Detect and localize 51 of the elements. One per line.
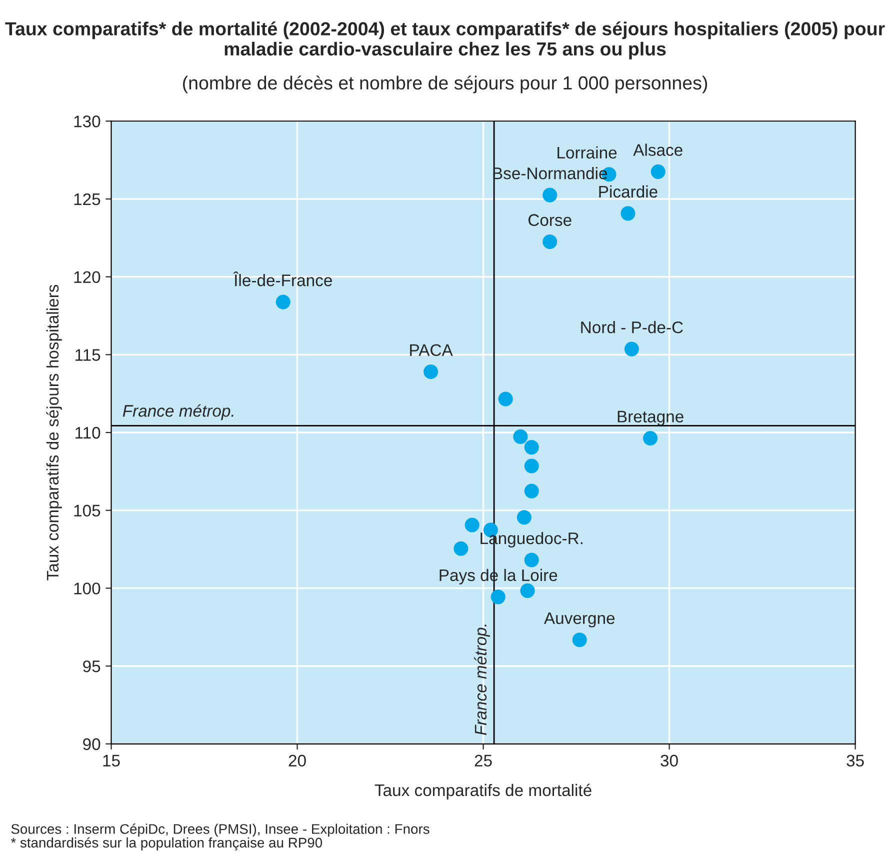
- x-tick-label: 25: [474, 754, 492, 767]
- x-tick-label: 35: [846, 754, 864, 767]
- point: [516, 510, 532, 525]
- ref-line-label: France métrop.: [474, 624, 490, 736]
- point: [520, 583, 535, 598]
- y-tick-label: 110: [76, 426, 100, 439]
- point: [542, 234, 558, 250]
- point: [498, 392, 513, 406]
- point: [524, 484, 539, 498]
- point: [624, 342, 639, 356]
- annotation: Alsace: [633, 144, 682, 156]
- point: [513, 429, 528, 444]
- y-tick-label: 105: [74, 504, 100, 517]
- y-tick-label: 130: [74, 116, 100, 128]
- point: [424, 364, 438, 380]
- y-tick-label: 115: [76, 349, 100, 361]
- y-tick-label: 120: [74, 271, 100, 284]
- chart-subtitle: (nombre de décès et nombre de séjours pour 1 000 personnes): [183, 76, 708, 94]
- y-tick-label: 100: [74, 582, 100, 594]
- point: [276, 294, 290, 310]
- point: [454, 541, 468, 556]
- annotation: Île-de-France: [233, 272, 332, 286]
- x-tick-label: 30: [660, 754, 678, 767]
- text: * standardisés sur la population française au RP90: [10, 837, 322, 850]
- point: [643, 430, 658, 446]
- annotation: Lorraine: [558, 146, 617, 159]
- point: [464, 518, 480, 532]
- annotation: PACA: [410, 344, 453, 356]
- ref-line-label: France métrop.: [122, 404, 234, 420]
- annotation: Auvergne: [544, 612, 615, 628]
- point: [620, 206, 636, 221]
- x-tick-label: 15: [103, 754, 120, 767]
- point: [542, 188, 558, 202]
- point: [490, 590, 506, 604]
- y-tick-label: 95: [83, 660, 100, 672]
- x-tick-label: 20: [288, 754, 306, 767]
- point: [524, 552, 539, 568]
- y-tick-label: 125: [74, 193, 100, 206]
- source-note: Sources : Inserm CépiDc, Drees (PMSI), Insee - Exploitation : Fnors: [11, 824, 430, 837]
- point: [524, 440, 539, 455]
- annotation: Corse: [528, 214, 572, 226]
- chart-title: Taux comparatifs* de mortalité (2002-2004) et taux comparatifs* de séjours hospitaliers (2005) pour maladie cardio-vasculaire chez les 75 ans ou plus: [5, 21, 885, 60]
- point: [524, 458, 539, 474]
- y-axis-title: Taux comparatifs de séjours hospitaliers: [46, 284, 62, 580]
- point: [572, 632, 587, 648]
- annotation: Bretagne: [618, 410, 684, 426]
- annotation: Nord - P-de-C: [581, 321, 683, 334]
- x-axis-title: Taux comparatifs de mortalité: [374, 784, 592, 800]
- annotation: Picardie: [599, 185, 658, 198]
- point: [650, 164, 666, 180]
- y-tick-label: 90: [83, 738, 100, 750]
